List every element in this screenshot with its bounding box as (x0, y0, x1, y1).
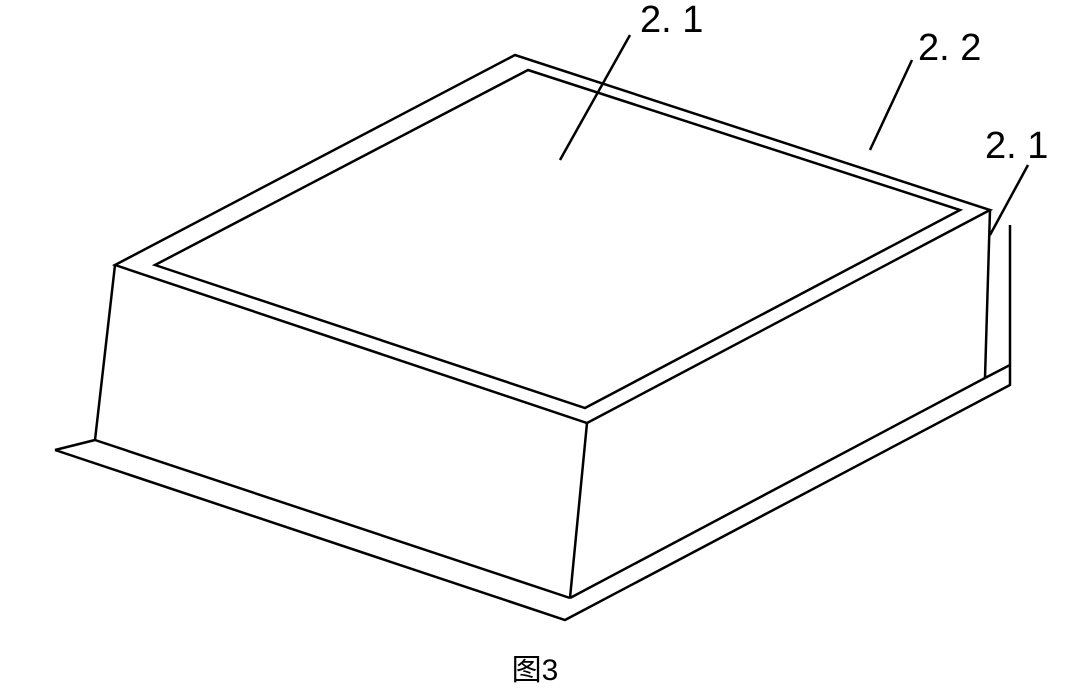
box-vertical-edges (95, 210, 990, 598)
label-top-edge: 2. 2 (918, 27, 981, 69)
flange (55, 225, 1010, 620)
figure-caption: 图3 (512, 654, 559, 687)
label-flange: 2. 1 (985, 125, 1048, 167)
label-top-surface: 2. 1 (640, 0, 703, 41)
leader-flange (990, 165, 1028, 235)
box-top-inner (155, 70, 960, 408)
leader-top-edge (870, 60, 912, 150)
leader-top-surface (560, 35, 630, 160)
figure-3-diagram: 2. 1 2. 2 2. 1 图3 (0, 0, 1070, 688)
box-top-outer (115, 55, 990, 423)
